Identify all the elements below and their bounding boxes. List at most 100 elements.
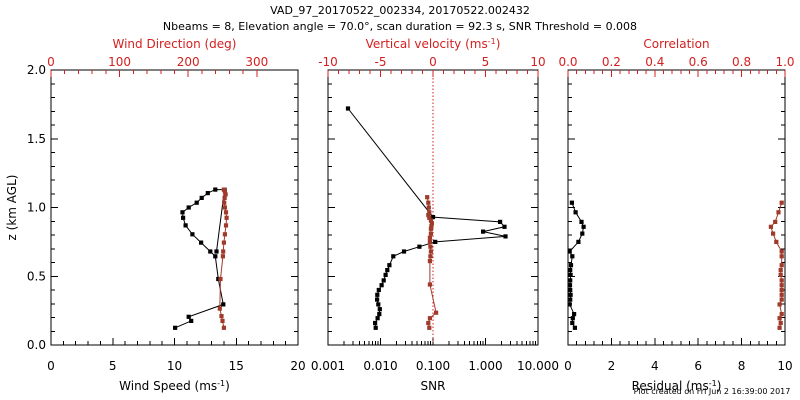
data-point-correlation-1 (778, 320, 783, 326)
data-point-snr-13 (387, 263, 392, 268)
data-point-wind-direction-13 (222, 200, 227, 205)
top-tick-label-2-1: 0.2 (602, 55, 621, 69)
data-point-residual-18 (579, 219, 584, 224)
top-tick-label-1-0: -10 (318, 55, 338, 69)
data-point-snr-8 (376, 287, 381, 293)
data-point-residual-3 (572, 312, 577, 317)
data-point-vertical-velocity-6 (428, 254, 433, 259)
data-point-correlation-18 (773, 219, 778, 224)
bottom-tick-label-1-3: 1.000 (468, 359, 502, 373)
data-point-residual-4 (567, 302, 572, 307)
data-point-wind-direction-9 (223, 223, 229, 228)
data-point-wind-speed-7 (199, 240, 204, 245)
data-point-snr-2 (375, 316, 380, 321)
bottom-tick-label-2-1: 2 (608, 359, 616, 373)
data-point-residual-12 (568, 263, 574, 268)
data-point-vertical-velocity-10 (427, 235, 432, 240)
y-tick-label-4: 2.0 (27, 63, 46, 77)
data-point-snr-1 (373, 320, 378, 326)
data-point-wind-speed-9 (183, 223, 188, 228)
creation-timestamp: Plot created on Fri Jun 2 16:39:00 2017 (634, 387, 791, 396)
data-point-correlation-19 (776, 210, 781, 215)
data-point-wind-direction-17 (221, 187, 226, 192)
data-point-residual-2 (570, 316, 575, 321)
data-point-snr-19 (481, 229, 486, 234)
panel-1-frame (50, 69, 299, 346)
data-point-vertical-velocity-19 (426, 205, 431, 210)
bottom-axis-label-2: SNR (421, 379, 446, 393)
data-point-vertical-velocity-1 (426, 320, 431, 326)
data-point-snr-4 (377, 307, 382, 312)
data-point-wind-speed-2 (186, 314, 191, 319)
data-point-residual-1 (570, 320, 575, 326)
top-axis-label-2: Vertical velocity (ms-1) (366, 37, 501, 51)
top-tick-label-0-0: 0 (47, 55, 55, 69)
bottom-tick-label-0-2: 10 (167, 359, 182, 373)
data-point-vertical-velocity-0 (427, 325, 432, 330)
data-point-vertical-velocity-17 (426, 213, 431, 218)
data-point-snr-11 (383, 272, 388, 277)
data-point-wind-speed-0 (173, 325, 178, 330)
bottom-tick-label-1-2: 0.100 (416, 359, 450, 373)
data-point-snr-3 (377, 312, 382, 317)
bottom-tick-label-1-1: 0.010 (363, 359, 397, 373)
y-tick-label-0: 0.0 (27, 338, 46, 352)
data-point-wind-speed-8 (190, 232, 195, 237)
data-point-residual-19 (573, 210, 578, 215)
data-point-residual-15 (576, 239, 581, 244)
data-point-residual-20 (569, 200, 574, 205)
bottom-tick-label-0-0: 0 (47, 359, 55, 373)
figure-subtitle: Nbeams = 8, Elevation angle = 70.0°, sca… (163, 20, 637, 33)
data-point-wind-direction-4 (218, 276, 223, 282)
data-point-vertical-velocity-2 (427, 316, 432, 321)
data-point-vertical-velocity-16 (427, 215, 432, 220)
data-point-correlation-14 (779, 249, 784, 254)
top-tick-label-0-2: 200 (177, 55, 200, 69)
data-point-residual-6 (568, 292, 573, 297)
figure-title: VAD_97_20170522_002334, 20170522.002432 (270, 4, 530, 17)
data-point-vertical-velocity-15 (428, 218, 433, 223)
data-point-snr-12 (385, 268, 390, 273)
data-point-vertical-velocity-18 (427, 210, 432, 215)
y-axis-label: z (km AGL) (5, 175, 19, 241)
top-axis-label-3: Correlation (643, 37, 709, 51)
data-point-correlation-9 (779, 278, 784, 283)
data-point-wind-speed-18 (214, 249, 219, 254)
data-point-wind-speed-10 (181, 215, 186, 220)
bottom-axis-label-1: Wind Speed (ms-1) (119, 379, 230, 393)
top-tick-label-1-4: 10 (530, 55, 545, 69)
data-point-wind-direction-16 (222, 189, 227, 194)
data-point-residual-11 (568, 268, 573, 273)
data-point-wind-direction-0 (221, 325, 226, 330)
data-point-wind-direction-8 (222, 232, 227, 237)
data-point-snr-21 (498, 219, 503, 224)
data-point-residual-14 (567, 249, 572, 254)
top-tick-label-1-1: -5 (375, 55, 387, 69)
data-point-snr-20 (502, 224, 507, 229)
data-point-wind-speed-12 (186, 205, 191, 210)
top-tick-label-0-1: 100 (108, 55, 131, 69)
data-point-vertical-velocity-8 (428, 244, 433, 249)
data-point-snr-18 (503, 234, 508, 239)
data-point-vertical-velocity-9 (427, 239, 432, 244)
data-point-residual-9 (568, 278, 573, 283)
top-tick-label-2-4: 0.8 (732, 55, 751, 69)
top-tick-label-1-3: 5 (482, 55, 490, 69)
data-point-wind-direction-5 (220, 254, 225, 259)
data-point-residual-16 (580, 231, 585, 236)
data-point-correlation-11 (778, 268, 783, 273)
data-point-correlation-7 (779, 287, 784, 293)
data-point-wind-direction-14 (222, 195, 227, 200)
top-axis-label-1: Wind Direction (deg) (113, 37, 237, 51)
data-point-correlation-16 (771, 231, 776, 236)
data-point-correlation-10 (778, 272, 783, 277)
y-tick-label-3: 1.5 (27, 132, 46, 146)
data-point-residual-13 (570, 254, 575, 259)
data-point-wind-direction-7 (221, 240, 226, 245)
data-point-correlation-6 (779, 292, 784, 297)
data-point-snr-22 (430, 215, 436, 220)
top-tick-label-2-2: 0.4 (645, 55, 664, 69)
data-point-correlation-8 (779, 283, 784, 288)
data-point-vertical-velocity-12 (428, 226, 433, 231)
